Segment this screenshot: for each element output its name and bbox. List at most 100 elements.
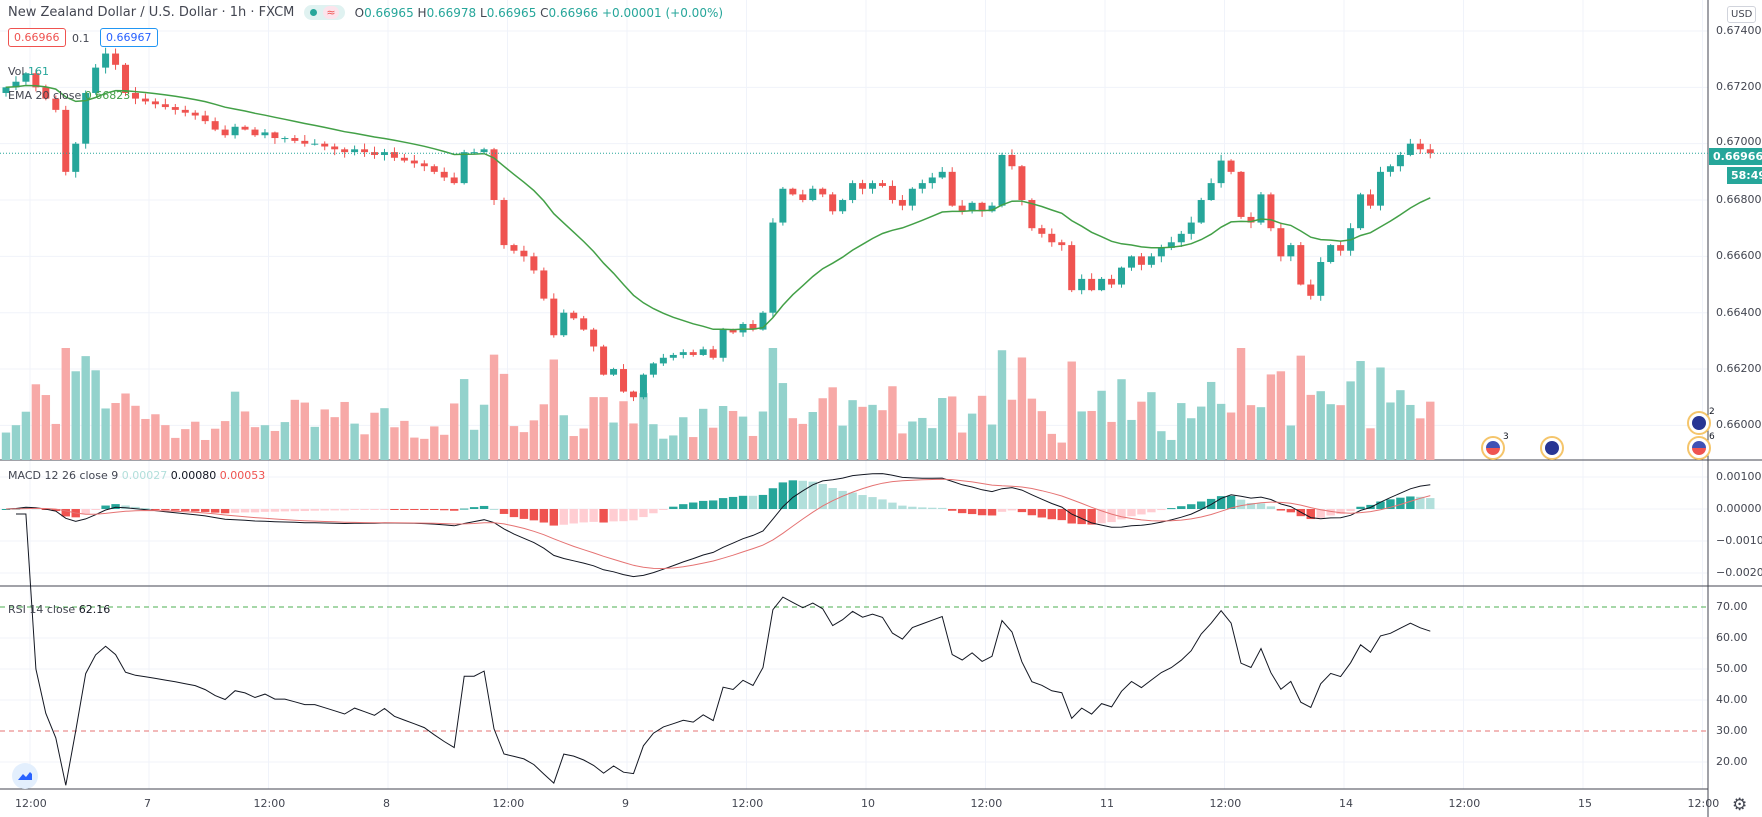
macd-histogram-bar bbox=[210, 509, 220, 513]
candle-down bbox=[500, 200, 508, 246]
economic-event-nz[interactable]: 2 bbox=[1687, 407, 1715, 435]
economic-event-us[interactable]: 6 bbox=[1687, 432, 1715, 460]
macd-label: MACD 12 26 close 9 bbox=[8, 469, 119, 482]
candle-down bbox=[62, 109, 70, 172]
macd-histogram-bar bbox=[280, 509, 290, 512]
tradingview-logo-button[interactable] bbox=[12, 763, 38, 789]
macd-histogram-bar bbox=[599, 509, 608, 523]
macd-histogram-bar bbox=[400, 509, 409, 510]
tradingview-logo-icon bbox=[18, 772, 32, 780]
macd-histogram-bar bbox=[589, 509, 598, 522]
macd-histogram-bar bbox=[689, 502, 698, 509]
candle-up bbox=[988, 205, 996, 212]
volume-bar bbox=[948, 396, 957, 460]
macd-histogram-bar bbox=[768, 488, 778, 509]
volume-bar bbox=[1366, 428, 1375, 460]
buy-button[interactable]: 0.66967 bbox=[100, 28, 158, 47]
volume-bar bbox=[469, 429, 479, 460]
volume-bar bbox=[878, 410, 887, 460]
candle-down bbox=[1068, 245, 1076, 291]
macd-axis-tick: −0.00100 bbox=[1716, 534, 1762, 547]
candle-up bbox=[1078, 278, 1086, 291]
macd-histogram-bar bbox=[908, 506, 917, 509]
volume-bar bbox=[111, 403, 120, 460]
macd-histogram-bar bbox=[111, 504, 120, 509]
volume-bar bbox=[898, 433, 907, 460]
rsi-label: RSI 14 close bbox=[8, 603, 76, 616]
volume-bar bbox=[121, 393, 130, 460]
macd-histogram-bar bbox=[1356, 506, 1365, 509]
volume-bar bbox=[529, 420, 539, 460]
volume-bar bbox=[320, 409, 329, 460]
candle-down bbox=[1058, 242, 1066, 246]
candle-up bbox=[928, 177, 936, 184]
candle-down bbox=[898, 200, 906, 206]
candle-down bbox=[1048, 233, 1056, 243]
candle-down bbox=[1416, 143, 1424, 150]
ema-legend[interactable]: EMA 20 close 0.66823 bbox=[8, 89, 130, 102]
candle-down bbox=[819, 188, 827, 195]
volume-bar bbox=[838, 425, 847, 460]
rsi-axis-tick: 20.00 bbox=[1716, 755, 1748, 768]
candle-down bbox=[291, 138, 299, 141]
macd-histogram-bar bbox=[489, 508, 499, 510]
currency-button[interactable]: USD bbox=[1727, 6, 1757, 23]
symbol-title[interactable]: New Zealand Dollar / U.S. Dollar · 1h · … bbox=[8, 5, 295, 20]
macd-histogram-bar bbox=[300, 509, 309, 512]
macd-histogram-bar bbox=[738, 495, 748, 509]
macd-histogram-bar bbox=[1057, 509, 1066, 521]
macd-histogram-bar bbox=[191, 509, 200, 512]
candle-down bbox=[321, 143, 329, 147]
volume-bar bbox=[1326, 404, 1335, 460]
volume-bar bbox=[679, 417, 688, 460]
volume-bar bbox=[758, 411, 768, 460]
volume-bar bbox=[1406, 404, 1415, 460]
macd-signal-value: 0.00053 bbox=[219, 469, 266, 482]
volume-bar bbox=[818, 398, 827, 460]
macd-axis-tick: 0.00000 bbox=[1716, 502, 1762, 515]
macd-histogram-bar bbox=[450, 509, 459, 511]
rsi-legend[interactable]: RSI 14 close 62.16 bbox=[8, 603, 110, 616]
macd-histogram-bar bbox=[669, 506, 678, 509]
low-label: L bbox=[480, 5, 487, 20]
macd-histogram-bar bbox=[1117, 509, 1126, 520]
countdown-label: 58:49 bbox=[1727, 167, 1762, 184]
macd-histogram-bar bbox=[101, 505, 110, 509]
candle-up bbox=[1167, 242, 1175, 248]
volume-bar bbox=[31, 384, 41, 460]
macd-histogram-bar bbox=[420, 509, 429, 510]
candle-down bbox=[1227, 160, 1235, 172]
macd-hist-value: 0.00027 bbox=[121, 469, 168, 482]
candle-down bbox=[42, 87, 50, 99]
volume-bar bbox=[1157, 431, 1166, 460]
economic-event-nz[interactable] bbox=[1540, 436, 1564, 460]
macd-histogram-bar bbox=[878, 499, 887, 509]
settings-gear-icon[interactable]: ⚙ bbox=[1732, 795, 1748, 815]
sell-button[interactable]: 0.66966 bbox=[8, 28, 66, 47]
macd-histogram-bar bbox=[1197, 501, 1206, 509]
candle-up bbox=[849, 183, 857, 201]
macd-legend[interactable]: MACD 12 26 close 9 0.00027 0.00080 0.000… bbox=[8, 469, 265, 482]
volume-bar bbox=[708, 427, 718, 460]
volume-bar bbox=[51, 423, 60, 460]
macd-histogram-bar bbox=[1157, 509, 1166, 511]
volume-bar bbox=[360, 434, 369, 460]
volume-bar bbox=[599, 397, 608, 460]
candle-up bbox=[610, 369, 618, 375]
candle-up bbox=[102, 53, 110, 68]
us-flag-icon bbox=[1692, 441, 1706, 455]
price-axis-tick: 0.66800 bbox=[1716, 193, 1762, 207]
ema-label: EMA 20 close bbox=[8, 89, 82, 102]
candle-down bbox=[450, 177, 458, 184]
economic-event-us[interactable]: 3 bbox=[1481, 432, 1509, 460]
volume-legend[interactable]: Vol 161 bbox=[8, 65, 49, 78]
us-flag-icon bbox=[1486, 441, 1500, 455]
volume-bar bbox=[778, 383, 788, 460]
macd-histogram-bar bbox=[938, 507, 947, 509]
candle-down bbox=[1307, 284, 1315, 296]
volume-bar bbox=[1197, 406, 1206, 460]
macd-histogram-bar bbox=[1246, 502, 1256, 509]
volume-bar bbox=[619, 401, 628, 460]
status-pill[interactable]: ≈ bbox=[304, 5, 345, 20]
